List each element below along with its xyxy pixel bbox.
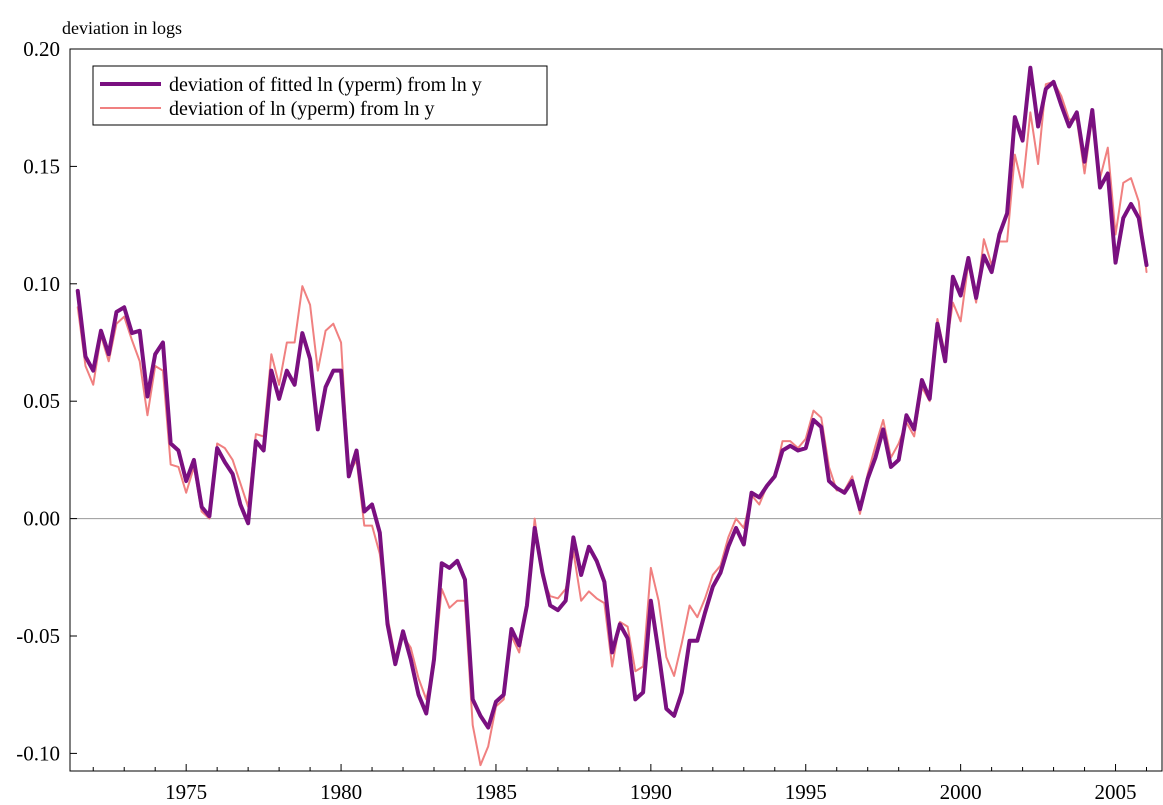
x-tick-label: 1995	[785, 780, 827, 804]
y-tick-label: 0.00	[23, 507, 60, 531]
x-tick-label: 1990	[630, 780, 672, 804]
series-line-fitted	[75, 65, 1149, 730]
legend-box	[92, 65, 548, 126]
legend: deviation of fitted ln (yperm) from ln y…	[92, 65, 548, 126]
y-tick-label: 0.15	[23, 154, 60, 178]
plot-area-frame	[69, 48, 1163, 772]
x-tick-labels: 1975 1980 1985 1990 1995 2000 2005	[165, 780, 1136, 804]
x-tick-label: 1975	[165, 780, 207, 804]
y-tick-label: -0.05	[16, 624, 60, 648]
x-tick-label: 1985	[475, 780, 517, 804]
x-tick-label: 2005	[1095, 780, 1137, 804]
y-tick-label: 0.05	[23, 389, 60, 413]
series-lines	[75, 65, 1149, 767]
legend-label-actual: deviation of ln (yperm) from ln y	[169, 98, 435, 120]
y-axis-title: deviation in logs	[62, 18, 182, 38]
series-line-actual	[76, 80, 1148, 767]
x-tick-label: 2000	[940, 780, 982, 804]
x-tick-label: 1980	[320, 780, 362, 804]
axis-ticks	[70, 48, 1148, 771]
y-tick-label: 0.20	[23, 37, 60, 61]
y-tick-labels: -0.10 -0.05 0.00 0.05 0.10 0.15 0.20	[16, 37, 60, 765]
legend-label-fitted: deviation of fitted ln (yperm) from ln y	[169, 74, 482, 96]
y-tick-label: 0.10	[23, 272, 60, 296]
y-tick-label: -0.10	[16, 741, 60, 765]
